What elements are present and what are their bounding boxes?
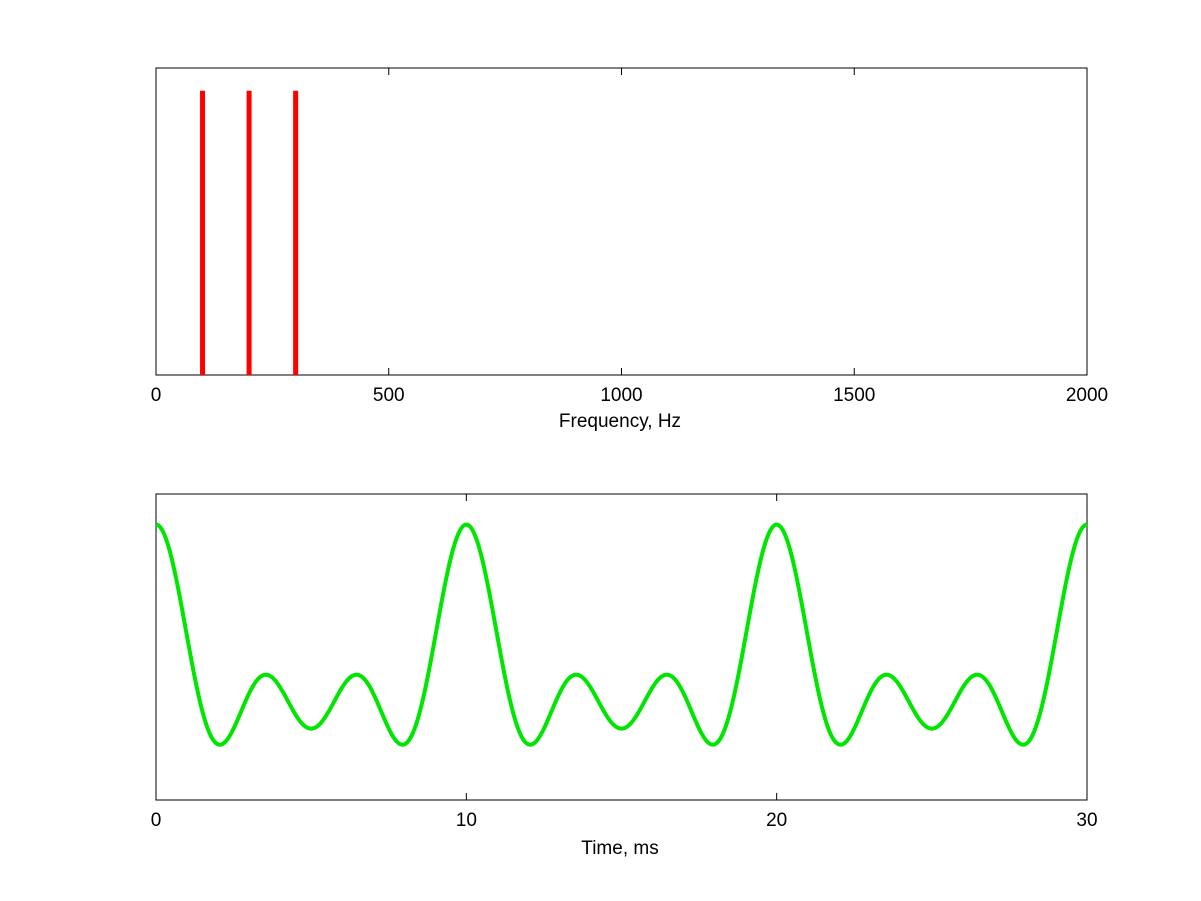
x-tick-label: 2000 (1066, 385, 1108, 406)
x-tick-label: 0 (151, 810, 162, 831)
spectrum-plot-area (155, 67, 1088, 376)
x-tick-label: 500 (373, 385, 405, 406)
spectrum-x-ticks: 0 500 1000 1500 2000 (151, 68, 1108, 406)
spectrum-bar (200, 90, 206, 376)
waveform-x-ticks: 0 10 20 30 (151, 494, 1098, 831)
waveform-x-axis-label: Time, ms (581, 838, 658, 859)
waveform-series-line (154, 522, 1089, 747)
spectrum-x-axis-label: Frequency, Hz (559, 411, 681, 432)
spectrum-bars (200, 90, 299, 376)
waveform-panel: 0 10 20 30 Time, ms (151, 493, 1098, 859)
waveform-plot-area (155, 493, 1088, 801)
x-tick-label: 1000 (600, 385, 642, 406)
x-tick-label: 0 (151, 385, 162, 406)
spectrum-bar (246, 90, 252, 376)
x-tick-label: 10 (456, 810, 477, 831)
spectrum-bar (293, 90, 299, 376)
spectrum-panel: 0 500 1000 1500 2000 Frequency, Hz (151, 67, 1108, 432)
x-tick-label: 30 (1076, 810, 1097, 831)
x-tick-label: 20 (766, 810, 787, 831)
x-tick-label: 1500 (833, 385, 875, 406)
